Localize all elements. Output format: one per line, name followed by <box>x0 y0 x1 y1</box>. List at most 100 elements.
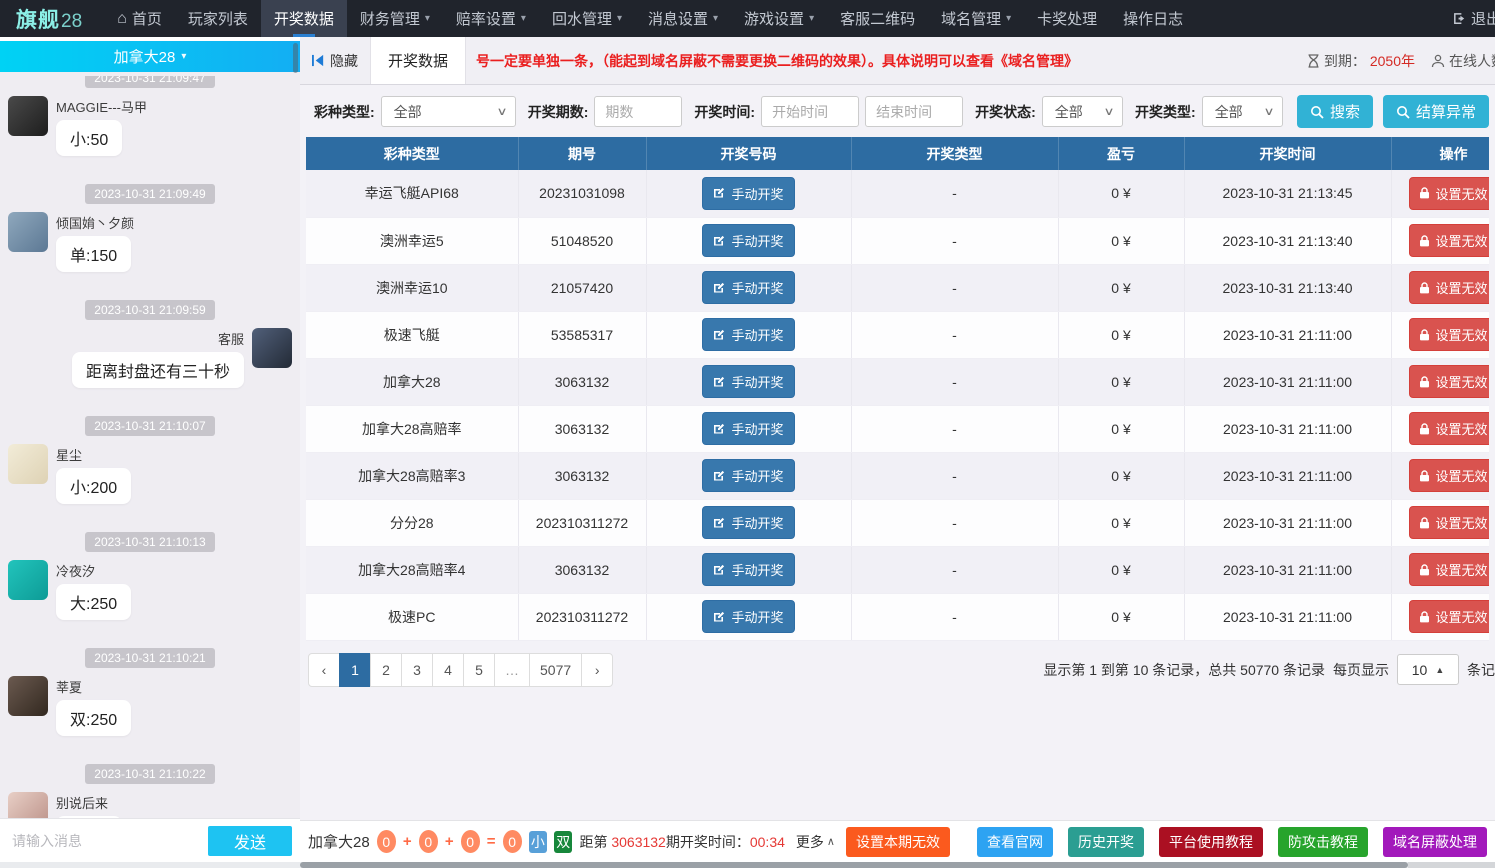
nav-item-rebate[interactable]: 回水管理 ▾ <box>539 0 635 37</box>
more-toggle[interactable]: 更多 ∧ <box>796 832 835 852</box>
period-input[interactable] <box>594 96 683 127</box>
invalidate-current-period-button[interactable]: 设置本期无效 <box>845 826 950 857</box>
plus-sign: + <box>444 833 454 850</box>
chat-scrollbar[interactable] <box>293 43 298 73</box>
horizontal-scrollbar[interactable] <box>0 862 1495 868</box>
cell-draw-time: 2023-10-31 21:11:00 <box>1184 358 1392 406</box>
cell-lottery-type: 加拿大28 <box>306 358 519 406</box>
set-invalid-button[interactable]: 设置无效 <box>1409 176 1489 210</box>
nav-item-player-list[interactable]: 玩家列表 <box>175 0 261 37</box>
set-invalid-button[interactable]: 设置无效 <box>1409 224 1489 257</box>
domain-block-button[interactable]: 域名屏蔽处理 <box>1382 826 1487 857</box>
cell-period: 20231031098 <box>518 170 647 218</box>
start-time-input[interactable] <box>761 96 860 127</box>
manual-draw-button[interactable]: 手动开奖 <box>702 412 795 445</box>
caret-down-icon: ▾ <box>424 13 430 24</box>
set-invalid-label: 设置无效 <box>1435 610 1488 625</box>
set-invalid-button[interactable]: 设置无效 <box>1409 365 1489 398</box>
cell-draw-type: - <box>851 264 1059 312</box>
collapse-left-icon <box>312 54 324 67</box>
page-button[interactable]: 3 <box>401 652 433 687</box>
page-button[interactable]: 4 <box>432 652 464 687</box>
cell-action: 设置无效 <box>1391 264 1489 312</box>
draw-number-ball: 0 <box>418 830 438 853</box>
nav-item-home[interactable]: ⌂ 首页 <box>104 0 175 37</box>
send-button[interactable]: 发送 <box>208 825 292 856</box>
nav-item-operation-log[interactable]: 操作日志 <box>1110 0 1196 37</box>
select-value: 全部 <box>393 103 422 120</box>
set-invalid-button[interactable]: 设置无效 <box>1409 271 1489 304</box>
room-selector[interactable]: 加拿大28 ▾ <box>0 41 300 72</box>
chat-input[interactable] <box>12 832 200 849</box>
nav-item-message[interactable]: 消息设置 ▾ <box>635 0 731 37</box>
person-icon <box>1431 54 1445 67</box>
nav-item-domain[interactable]: 域名管理 ▾ <box>928 0 1024 37</box>
per-page-label: 每页显示 <box>1333 661 1389 678</box>
set-invalid-button[interactable]: 设置无效 <box>1409 318 1489 351</box>
tab-draw-data[interactable]: 开奖数据 <box>370 37 466 84</box>
logout-label: 退出 <box>1470 11 1495 28</box>
nav-item-game-settings[interactable]: 游戏设置 ▾ <box>731 0 827 37</box>
scrollbar-thumb[interactable] <box>300 862 1408 868</box>
set-invalid-button[interactable]: 设置无效 <box>1409 459 1489 492</box>
draw-status-select[interactable]: 全部 ∨ <box>1041 96 1124 127</box>
manual-draw-button[interactable]: 手动开奖 <box>702 459 795 492</box>
set-invalid-button[interactable]: 设置无效 <box>1409 412 1489 445</box>
manual-draw-button[interactable]: 手动开奖 <box>702 553 795 586</box>
manual-draw-button[interactable]: 手动开奖 <box>702 506 795 539</box>
cell-lottery-type: 加拿大28高赔率4 <box>306 546 519 594</box>
set-invalid-button[interactable]: 设置无效 <box>1409 553 1489 586</box>
page-size-select[interactable]: 10 ▲ <box>1397 654 1459 685</box>
cell-period: 3063132 <box>518 546 647 594</box>
nav-item-draw-data[interactable]: 开奖数据 <box>260 0 347 37</box>
nav-item-card-prize[interactable]: 卡奖处理 <box>1024 0 1110 37</box>
manual-draw-button[interactable]: 手动开奖 <box>702 318 795 351</box>
cell-draw-number: 手动开奖 <box>646 170 852 218</box>
next-page-button[interactable]: › <box>581 652 614 687</box>
manual-draw-button[interactable]: 手动开奖 <box>702 176 795 210</box>
chat-input-bar: 发送 <box>0 818 300 862</box>
manual-draw-button[interactable]: 手动开奖 <box>702 600 795 633</box>
lock-icon <box>1420 422 1430 434</box>
lottery-type-select[interactable]: 全部 ∨ <box>380 96 516 127</box>
cell-action: 设置无效 <box>1391 593 1489 641</box>
platform-tutorial-button[interactable]: 平台使用教程 <box>1158 826 1263 857</box>
settle-abnormal-button[interactable]: 结算异常 <box>1382 95 1489 128</box>
table-row: 极速PC 202310311272 手动开奖 - 0 ¥ 2023-10-31 … <box>306 593 1489 641</box>
hide-panel-button[interactable]: 隐藏 <box>300 37 370 84</box>
page-button[interactable]: 5 <box>463 652 495 687</box>
logout-button[interactable]: 退出 <box>1452 8 1495 29</box>
page-button[interactable]: 2 <box>370 652 402 687</box>
official-site-button[interactable]: 查看官网 <box>976 826 1053 857</box>
set-invalid-button[interactable]: 设置无效 <box>1409 506 1489 539</box>
history-draw-button[interactable]: 历史开奖 <box>1067 826 1144 857</box>
cell-draw-number: 手动开奖 <box>646 358 852 406</box>
manual-draw-button[interactable]: 手动开奖 <box>702 365 795 398</box>
page-button[interactable]: 5077 <box>529 652 583 687</box>
prev-page-button[interactable]: ‹ <box>308 652 340 687</box>
end-time-input[interactable] <box>865 96 964 127</box>
avatar <box>8 96 48 136</box>
draw-type-select[interactable]: 全部 ∨ <box>1201 96 1283 127</box>
table-header-row: 彩种类型 期号 开奖号码 开奖类型 盈亏 开奖时间 操作 <box>306 137 1489 170</box>
search-button[interactable]: 搜索 <box>1296 95 1373 128</box>
anti-attack-tutorial-button[interactable]: 防攻击教程 <box>1277 826 1368 857</box>
cell-period: 3063132 <box>518 405 647 453</box>
equals-sign: = <box>486 833 496 850</box>
avatar <box>8 792 48 818</box>
hide-label: 隐藏 <box>330 52 358 69</box>
chat-message: 倾国姢丶夕颜 单:150 <box>8 212 292 272</box>
nav-item-label: 回水管理 <box>551 11 612 28</box>
filter-bar: 彩种类型: 全部 ∨ 开奖期数: 开奖时间: 开奖状态: 全部 ∨ 开奖类型: 全部… <box>308 95 1489 128</box>
manual-draw-button[interactable]: 手动开奖 <box>702 271 795 304</box>
page-button[interactable]: 1 <box>339 652 371 687</box>
nav-item-finance[interactable]: 财务管理 ▾ <box>347 0 443 37</box>
chat-message-list[interactable]: 2023-10-31 21:09:47 MAGGIE---马甲 小:50 2023… <box>0 76 300 818</box>
manual-draw-button[interactable]: 手动开奖 <box>702 224 795 257</box>
set-invalid-button[interactable]: 设置无效 <box>1409 600 1489 633</box>
chat-message: 客服 距离封盘还有三十秒 <box>8 328 292 388</box>
nav-item-odds[interactable]: 赔率设置 ▾ <box>443 0 539 37</box>
cell-draw-number: 手动开奖 <box>646 264 852 312</box>
manual-draw-label: 手动开奖 <box>731 469 784 484</box>
nav-item-service-qr[interactable]: 客服二维码 <box>827 0 928 37</box>
